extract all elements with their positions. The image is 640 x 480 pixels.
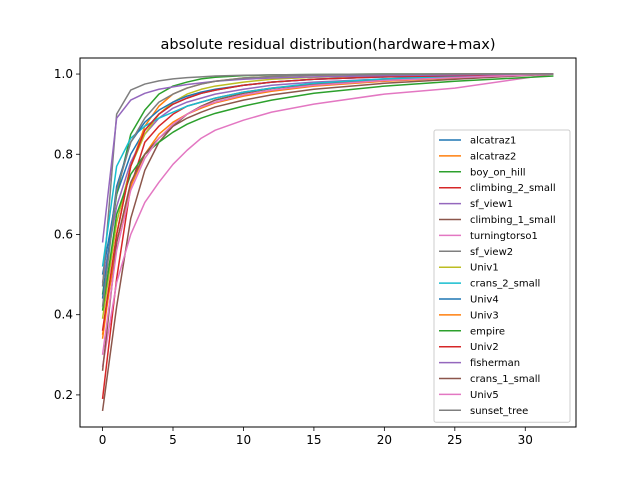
legend-label-crans-2-small: crans_2_small xyxy=(470,279,540,290)
legend: alcatraz1 alcatraz2 boy_on_hill climbing_2_… xyxy=(433,129,571,423)
plot-area-frame xyxy=(79,57,577,428)
y-tick-label: 0.8 xyxy=(54,147,73,161)
series-line-fisherman xyxy=(101,73,554,243)
legend-label-univ3: Univ3 xyxy=(470,310,499,321)
series-line-turningtorso1 xyxy=(101,73,554,367)
x-tick-label: 25 xyxy=(447,433,462,447)
legend-label-boy-on-hill: boy_on_hill xyxy=(470,167,526,178)
y-axis-ticks: 0.2 0.4 0.6 0.8 1.0 xyxy=(54,67,80,402)
x-tick-label: 5 xyxy=(169,433,177,447)
legend-label-empire: empire xyxy=(470,326,505,337)
legend-label-univ4: Univ4 xyxy=(470,295,499,306)
series-line-sunset-tree xyxy=(101,73,554,307)
series-line-empire xyxy=(101,75,554,311)
legend-label-sunset-tree: sunset_tree xyxy=(470,406,528,417)
legend-label-crans-1-small: crans_1_small xyxy=(470,374,540,385)
y-tick-label: 0.4 xyxy=(54,308,73,322)
legend-label-sf-view1: sf_view1 xyxy=(470,199,513,210)
legend-label-climbing-1-small: climbing_1_small xyxy=(470,215,556,226)
legend-label-sf-view2: sf_view2 xyxy=(470,247,513,258)
x-tick-label: 20 xyxy=(377,433,392,447)
legend-label-univ1: Univ1 xyxy=(470,263,499,274)
x-axis-ticks: 0 5 10 15 20 25 30 xyxy=(99,427,533,447)
y-tick-label: 0.6 xyxy=(54,227,73,241)
legend-label-univ5: Univ5 xyxy=(470,390,499,401)
x-tick-label: 30 xyxy=(518,433,533,447)
x-tick-label: 10 xyxy=(236,433,251,447)
legend-label-alcatraz2: alcatraz2 xyxy=(470,151,516,162)
legend-label-climbing-2-small: climbing_2_small xyxy=(470,183,556,194)
series-line-univ2 xyxy=(101,73,554,331)
x-tick-label: 0 xyxy=(99,433,107,447)
x-tick-label: 15 xyxy=(306,433,321,447)
legend-label-turningtorso1: turningtorso1 xyxy=(470,231,538,242)
legend-box xyxy=(433,129,571,423)
legend-label-fisherman: fisherman xyxy=(470,358,520,369)
plot-lines xyxy=(101,73,554,412)
legend-label-alcatraz1: alcatraz1 xyxy=(470,136,516,147)
y-tick-label: 0.2 xyxy=(54,388,73,402)
series-line-univ5 xyxy=(101,73,554,355)
legend-label-univ2: Univ2 xyxy=(470,342,499,353)
series-line-univ3 xyxy=(101,73,554,335)
y-tick-label: 1.0 xyxy=(54,67,73,81)
series-line-crans-1-small xyxy=(101,73,554,371)
chart-title: absolute residual distribution(hardware+… xyxy=(161,37,496,53)
